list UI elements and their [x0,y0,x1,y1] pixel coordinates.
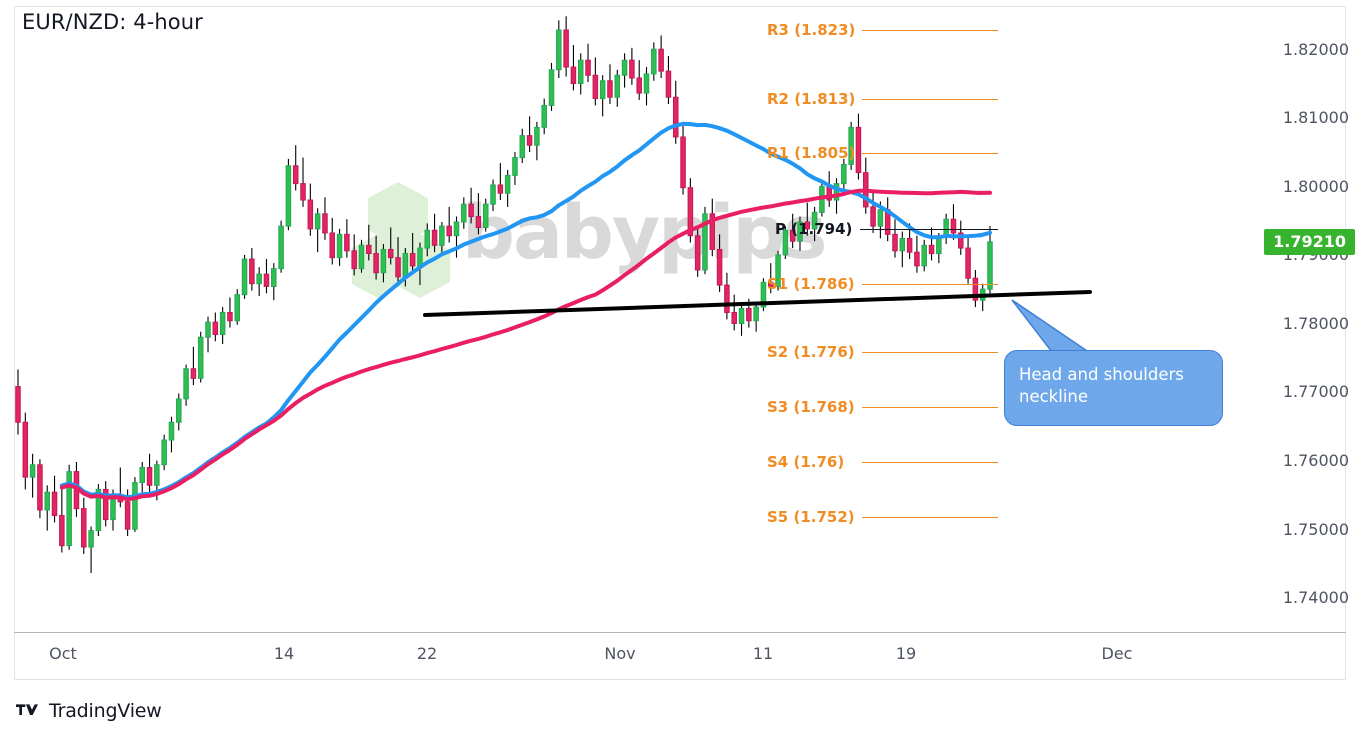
pivot-label: R3 (1.823) [767,21,856,39]
pivot-label: S4 (1.76) [767,453,845,471]
price-tick: 1.74000 [1282,588,1349,608]
price-tick: 1.75000 [1282,519,1349,539]
price-tick: 1.80000 [1282,176,1349,196]
pivot-line [862,352,998,354]
pivot-line [862,462,998,463]
pivot-label: S5 (1.752) [767,507,855,526]
price-tick: 1.82000 [1282,39,1349,59]
time-tick: Nov [604,644,636,663]
tradingview-logo-icon [16,704,38,715]
pivot-line [862,283,998,285]
time-tick: 22 [416,644,438,663]
chart-plot-area[interactable] [14,6,1242,680]
pivot-label: P (1.794) [775,219,853,238]
price-tick: 1.76000 [1282,451,1349,470]
time-axis[interactable] [14,632,1346,680]
pivot-label: R2 (1.813) [767,89,856,108]
pivot-line [862,98,998,100]
time-tick: 14 [273,644,295,663]
current-price-badge: 1.79210 [1264,228,1355,255]
time-tick: Oct [49,644,77,663]
pivot-line [862,516,998,518]
pivot-line [862,407,998,409]
price-axis[interactable] [1242,6,1346,680]
time-tick: 19 [895,644,917,663]
tradingview-footer: TradingView [16,700,162,722]
pivot-line [862,30,998,31]
tradingview-brand-label: TradingView [49,700,162,722]
neckline-callout[interactable]: Head and shoulders neckline [1004,350,1223,426]
pivot-label: S1 (1.786) [767,274,855,293]
pivot-label: S2 (1.776) [767,343,855,362]
pivot-label: R1 (1.805) [767,144,856,163]
pivot-line [860,228,998,230]
time-tick: Dec [1101,644,1133,663]
page-title: EUR/NZD: 4-hour [22,10,203,34]
pivot-label: S3 (1.768) [767,398,855,417]
price-tick: 1.77000 [1282,382,1349,402]
price-tick: 1.81000 [1282,108,1349,128]
time-tick: 11 [752,644,774,663]
neckline-callout-label: Head and shoulders neckline [1019,365,1184,406]
price-tick: 1.78000 [1282,313,1349,333]
pivot-line [862,153,998,155]
